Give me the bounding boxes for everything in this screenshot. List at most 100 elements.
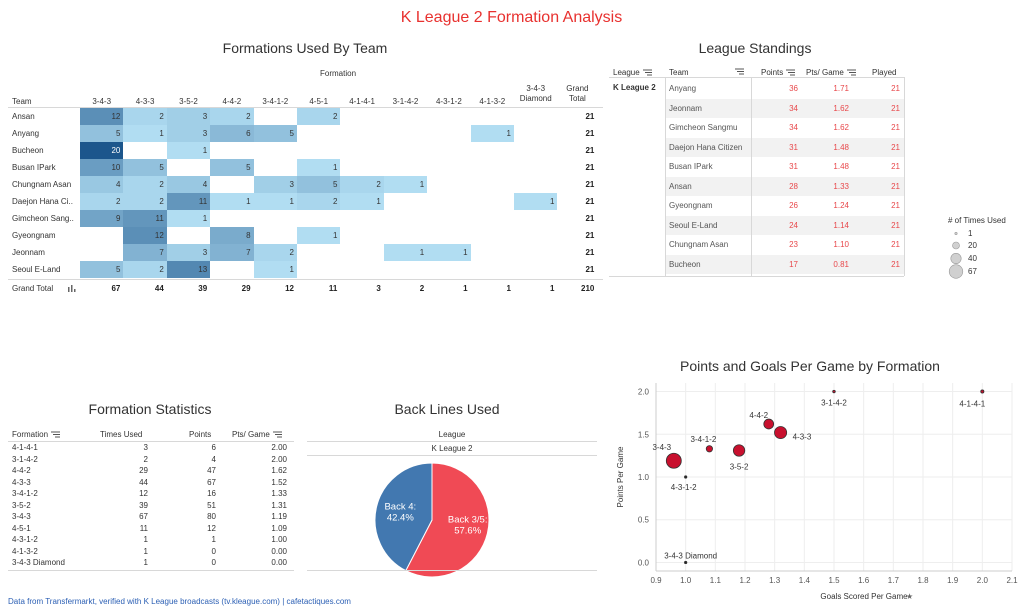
heatmap-cell[interactable]: 3 [166,108,211,125]
standings-row-band [665,176,904,196]
heatmap-cell[interactable]: 1 [297,227,341,244]
heatmap-cell[interactable]: 5 [123,159,167,176]
heatmap-cell[interactable]: 5 [80,261,124,278]
scatter-point[interactable] [684,475,688,479]
heatmap-cell[interactable]: 1 [297,159,341,176]
data-source-footer[interactable]: Data from Transfermarkt, verified with K… [8,597,351,606]
heatmap-cell[interactable]: 2 [123,193,167,210]
heatmap-cell[interactable]: 12 [123,227,167,244]
fstats-formation-cell: 4-4-2 [12,466,31,475]
formation-header-0: 3-4-3 [92,97,112,106]
fstats-formation-cell: 3-1-4-2 [12,454,38,464]
heatmap-cell[interactable]: 8 [210,227,254,244]
fstats-times-cell: 1 [143,546,148,556]
heatmap-cell[interactable]: 11 [123,210,167,227]
heatmap-cell[interactable]: 3 [253,176,297,193]
heatmap-cell[interactable]: 2 [340,176,384,193]
heatmap-cell[interactable]: 1 [253,261,297,278]
size-circle-icon [950,253,962,264]
heatmap-cell[interactable]: 2 [210,108,254,125]
heatmap-cell[interactable]: 1 [514,193,558,210]
heatmap-cell[interactable]: 2 [123,108,167,125]
heatmap-cell[interactable]: 1 [340,193,384,210]
standings-team-cell: Gimcheon Sangmu [669,123,738,132]
sort-icon[interactable] [735,68,744,75]
size-legend-item: 67 [948,264,1023,279]
x-tick-label: 1.5 [828,576,840,585]
heatmap-cell[interactable]: 12 [80,108,124,125]
formations-by-team-table[interactable]: Formation Team 3-4-3 4-3-3 3-5-2 4-4-2 3-4-1-2… [0,0,610,300]
bar-chart-icon[interactable] [68,285,76,293]
scatter-point[interactable] [832,389,836,394]
scatter-point[interactable] [705,445,713,453]
heatmap-cell[interactable]: 1 [470,125,514,142]
pie-slice-label: 42.4% [387,512,414,523]
heatmap-cell[interactable]: 5 [210,159,254,176]
sort-icon[interactable] [786,69,796,76]
heatmap-cell[interactable]: 4 [166,176,211,193]
heatmap-cell[interactable]: 9 [80,210,124,227]
pie-slice[interactable] [405,462,490,578]
sort-icon[interactable] [272,431,282,438]
standings-table[interactable]: League Team Points Pts/ Game Played K League … [0,0,1023,277]
heatmap-cell[interactable]: 2 [253,244,297,261]
heatmap-cell[interactable]: 6 [210,125,254,142]
heatmap-cell[interactable]: 7 [210,244,254,261]
heatmap-cell[interactable]: 7 [123,244,167,261]
heatmap-cell[interactable]: 1 [427,244,471,261]
heatmap-cell[interactable]: 1 [253,193,297,210]
scatter-point[interactable] [732,444,746,457]
team-column-header: Team [12,97,32,106]
size-legend: # of Times Used 1 20 40 67 [948,216,1023,279]
heatmap-cell[interactable]: 3 [166,244,211,261]
scatter-point[interactable] [684,560,688,565]
heatmap-cell[interactable]: 1 [166,142,211,159]
sort-icon[interactable] [846,69,856,76]
pie-bottom-divider [307,570,597,571]
formation-stats-table[interactable]: Formation Times Used Points Pts/ Game 4-1-4-… [0,0,300,600]
fstats-formation-cell: 4-1-4-1 [12,443,38,452]
row-total: 21 [585,180,595,189]
sort-icon[interactable] [51,431,61,438]
pin-icon[interactable]: ★ [906,592,913,601]
col-total: 1 [463,284,468,293]
x-tick-label: 1.1 [710,576,722,585]
standings-title: League Standings [698,40,812,56]
scatter-point[interactable] [980,389,985,394]
heatmap-cell[interactable]: 10 [80,159,124,176]
heatmap-cell[interactable]: 20 [80,142,124,159]
heatmap-cell[interactable]: 2 [80,193,124,210]
size-legend-label: 20 [968,241,977,250]
heatmap-cell[interactable]: 2 [297,193,341,210]
size-legend-item: 1 [948,228,1023,239]
heatmap-cell[interactable]: 1 [210,193,254,210]
scatter-point[interactable] [763,418,775,430]
heatmap-cell[interactable]: 1 [166,210,211,227]
heatmap-cell[interactable]: 13 [166,261,211,278]
team-row-label-1: Anyang [12,129,40,138]
heatmap-cell[interactable]: 2 [297,108,341,125]
heatmap-cell[interactable]: 5 [80,125,124,142]
heatmap-cell[interactable]: 2 [123,176,167,193]
standings-team-cell: Busan IPark [669,162,713,171]
heatmap-cell[interactable]: 11 [166,193,211,210]
heatmap-cell[interactable]: 5 [253,125,297,142]
heatmap-cell[interactable]: 1 [383,244,428,261]
heatmap-cell[interactable]: 3 [166,125,211,142]
points-goals-scatter-chart[interactable]: 0.9 1.0 1.1 1.2 1.3 1.4 1.5 1.6 1.7 1.8 1.9 2.0 2.1 0… [610,375,1023,607]
x-tick-label: 1.0 [680,576,692,585]
pie-slice[interactable] [374,462,433,572]
heatmap-cell[interactable]: 4 [80,176,124,193]
formation-header-4: 3-4-1-2 [262,97,289,106]
heatmap-cell[interactable]: 5 [297,176,341,193]
fstats-times-cell: 44 [139,477,148,487]
scatter-point[interactable] [665,452,682,469]
back-lines-pie-chart[interactable]: Back 3/5:57.6% Back 4:42.4% [367,458,497,583]
size-legend-item: 40 [948,252,1023,265]
heatmap-cell[interactable]: 1 [123,125,167,142]
heatmap-cell[interactable]: 2 [123,261,167,278]
fstats-times-header: Times Used [100,430,143,439]
scatter-point[interactable] [774,426,788,440]
sort-icon[interactable] [642,69,652,76]
heatmap-cell[interactable]: 1 [383,176,428,193]
